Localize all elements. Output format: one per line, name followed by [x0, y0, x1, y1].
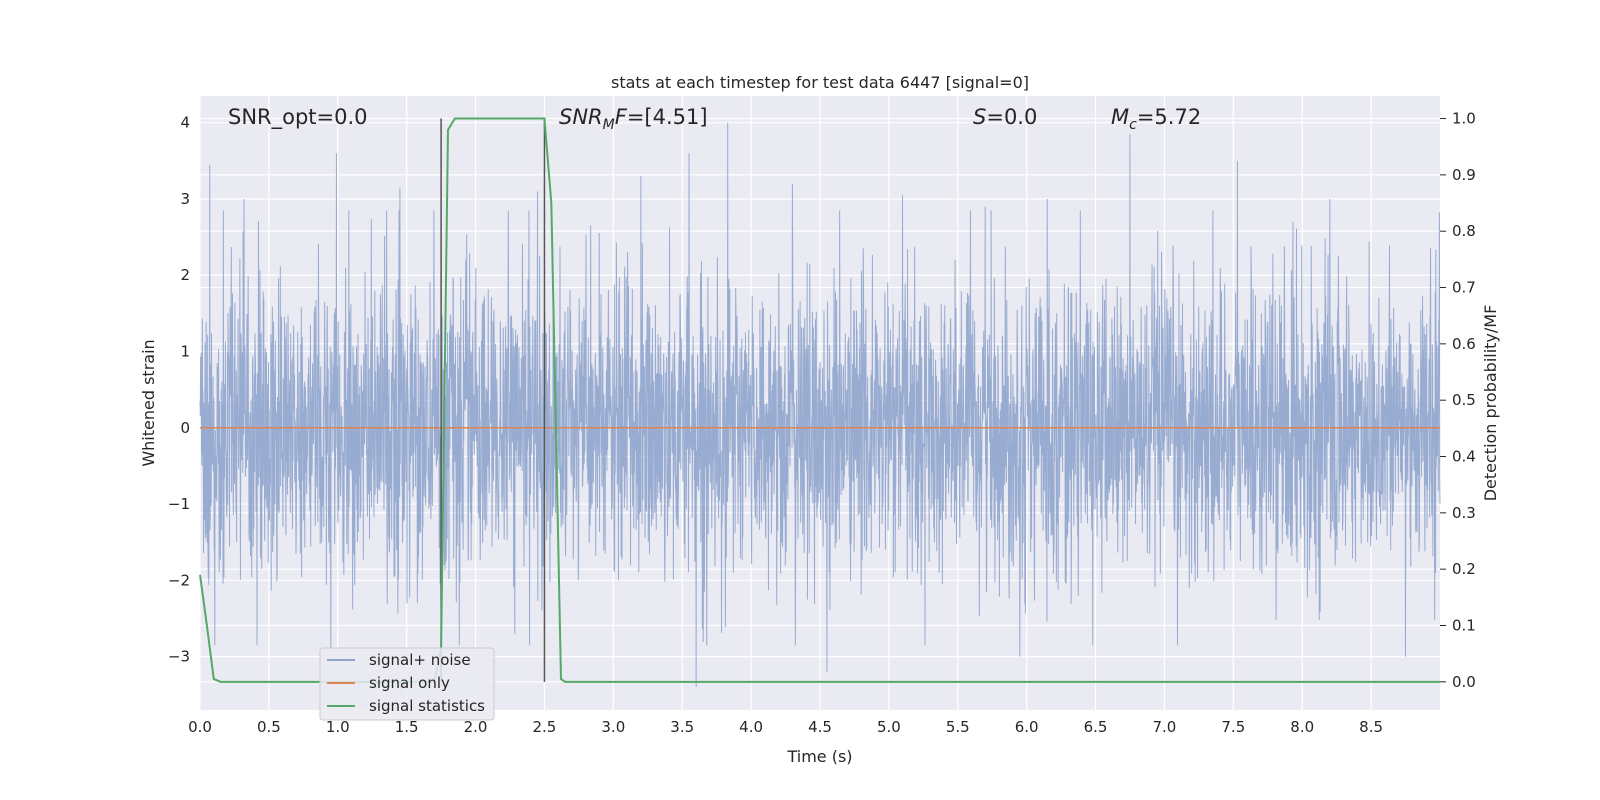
legend-label-signal-noise: signal+ noise [369, 651, 471, 669]
x-tick-label: 6.0 [1015, 718, 1039, 736]
annotation-s-symbol: S [973, 105, 986, 129]
legend-label-signal-only: signal only [369, 674, 450, 692]
x-tick-label: 7.5 [1221, 718, 1245, 736]
y-right-tick-label: 0.6 [1452, 335, 1476, 353]
y-right-tick-label: 0.5 [1452, 391, 1476, 409]
annotation-snr-mf-symbol: SNR [559, 105, 603, 129]
x-tick-label: 7.0 [1153, 718, 1177, 736]
y-tick-label: 1 [180, 343, 190, 361]
legend: signal+ noise signal only signal statist… [319, 647, 495, 721]
y-right-tick-label: 0.1 [1452, 617, 1476, 635]
x-tick-label: 8.0 [1290, 718, 1314, 736]
annotation-snr-opt: SNR_opt=0.0 [228, 105, 368, 130]
legend-box [319, 647, 495, 721]
annotation-snr-mf-f: F [615, 105, 628, 129]
annotation-mc-value: =5.72 [1137, 105, 1201, 129]
x-tick-label: 5.0 [877, 718, 901, 736]
x-tick-label: 0.0 [188, 718, 212, 736]
x-tick-label: 8.5 [1359, 718, 1383, 736]
annotations: SNR_opt=0.0 SNRMF=[4.51] S=0.0 Mc=5.72 [228, 105, 1201, 133]
x-tick-label: 4.0 [739, 718, 763, 736]
chart-title: stats at each timestep for test data 644… [611, 73, 1029, 92]
y-right-tick-label: 1.0 [1452, 110, 1476, 128]
x-tick-label: 3.0 [601, 718, 625, 736]
x-tick-label: 6.5 [1084, 718, 1108, 736]
series-signal-noise [199, 122, 1441, 688]
x-tick-label: 1.5 [395, 718, 419, 736]
y-right-tick-label: 0.4 [1452, 448, 1476, 466]
y-tick-label: 0 [180, 419, 190, 437]
annotation-mc: Mc=5.72 [1111, 105, 1201, 133]
y-right-tick-label: 0.3 [1452, 504, 1476, 522]
x-tick-label: 5.5 [946, 718, 970, 736]
x-tick-label: 0.5 [257, 718, 281, 736]
tick-labels: 0.0 0.5 1.0 1.5 2.0 2.5 3.0 3.5 4.0 4.5 5.0 5.5 6.0 6… [168, 110, 1476, 736]
annotation-snr-mf-subscript: M [603, 117, 615, 133]
x-tick-label: 4.5 [808, 718, 832, 736]
signal-noise-series [199, 122, 1441, 688]
y-right-tick-label: 0.2 [1452, 560, 1476, 578]
annotation-mc-subscript: c [1129, 117, 1137, 133]
annotation-snr-mf: SNRMF=[4.51] [559, 105, 708, 133]
y-tick-label: 2 [180, 266, 190, 284]
y-tick-label: −3 [168, 648, 190, 666]
annotation-s: S=0.0 [973, 105, 1037, 129]
y-tick-label: −1 [168, 495, 190, 513]
series-signal-statistics [199, 117, 1440, 683]
series-lines [199, 117, 1440, 683]
x-tick-label: 1.0 [326, 718, 350, 736]
x-tick-label: 2.5 [533, 718, 557, 736]
x-axis-label: Time (s) [786, 747, 852, 766]
annotation-s-value: =0.0 [986, 105, 1037, 129]
y-axis-label-right: Detection probability/MF [1481, 305, 1500, 502]
y-right-tick-label: 0.7 [1452, 279, 1476, 297]
legend-label-signal-statistics: signal statistics [369, 697, 485, 715]
x-tick-label: 3.5 [670, 718, 694, 736]
x-tick-label: 2.0 [464, 718, 488, 736]
y-right-tick-label: 0.0 [1452, 673, 1476, 691]
annotation-snr-mf-value: =[4.51] [627, 105, 708, 129]
y-tick-label: −2 [168, 571, 190, 589]
y-right-tick-label: 0.9 [1452, 166, 1476, 184]
y-axis-label: Whitened strain [139, 339, 158, 466]
annotation-mc-symbol: M [1111, 105, 1129, 129]
y-tick-label: 4 [180, 114, 190, 132]
y-tick-label: 3 [180, 190, 190, 208]
y-right-tick-label: 0.8 [1452, 222, 1476, 240]
